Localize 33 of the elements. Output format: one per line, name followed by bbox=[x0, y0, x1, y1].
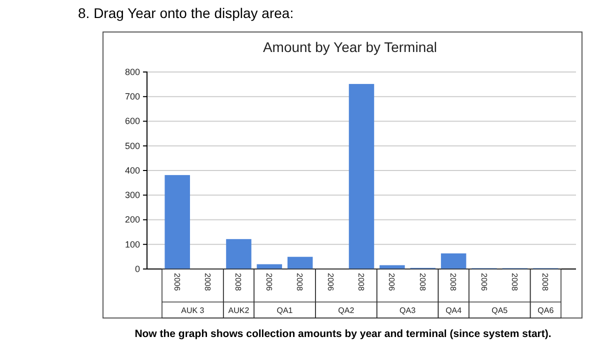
x-tick-label: 2008 bbox=[203, 273, 212, 292]
x-tick-label: 2008 bbox=[295, 273, 304, 292]
y-tick-label: 700 bbox=[124, 92, 140, 102]
chart-title: Amount by Year by Terminal bbox=[262, 39, 438, 55]
y-tick-label: 800 bbox=[124, 66, 140, 77]
x-tick-label: 2006 bbox=[264, 273, 274, 292]
x-tick-label: 2006 bbox=[387, 273, 396, 292]
y-tick-label: 100 bbox=[124, 239, 140, 250]
text: QA2 bbox=[338, 306, 355, 315]
x-tick-label: 2008 bbox=[510, 273, 519, 292]
text: QA4 bbox=[446, 306, 462, 315]
x-tick-label: 2006 bbox=[326, 273, 335, 292]
text: QA6 bbox=[538, 306, 554, 315]
text: 8. Drag Year onto the display area: bbox=[78, 5, 294, 21]
text: QA1 bbox=[276, 306, 294, 315]
y-tick-label: 200 bbox=[124, 214, 140, 225]
x-tick-label: 2006 bbox=[479, 273, 488, 292]
x-tick-label: 2006 bbox=[172, 273, 182, 292]
text: QA3 bbox=[400, 306, 416, 315]
x-tick-label: 2008 bbox=[540, 273, 550, 292]
x-tick-label: 2008 bbox=[356, 273, 366, 292]
text: AUK 3 bbox=[181, 306, 205, 315]
y-tick-label: 400 bbox=[124, 165, 140, 176]
x-tick-label: 2008 bbox=[448, 273, 458, 292]
text: QA5 bbox=[492, 306, 508, 315]
y-tick-label: 500 bbox=[124, 140, 140, 151]
text: Now the graph shows collection amounts by year and terminal (since system start). bbox=[134, 328, 552, 340]
x-tick-label: 2008 bbox=[418, 273, 427, 292]
y-tick-label: 600 bbox=[124, 116, 140, 126]
y-tick-label: 300 bbox=[124, 190, 140, 200]
text: AUK2 bbox=[228, 306, 250, 315]
y-tick-label: 0 bbox=[134, 264, 140, 274]
x-tick-label: 2008 bbox=[234, 273, 243, 292]
